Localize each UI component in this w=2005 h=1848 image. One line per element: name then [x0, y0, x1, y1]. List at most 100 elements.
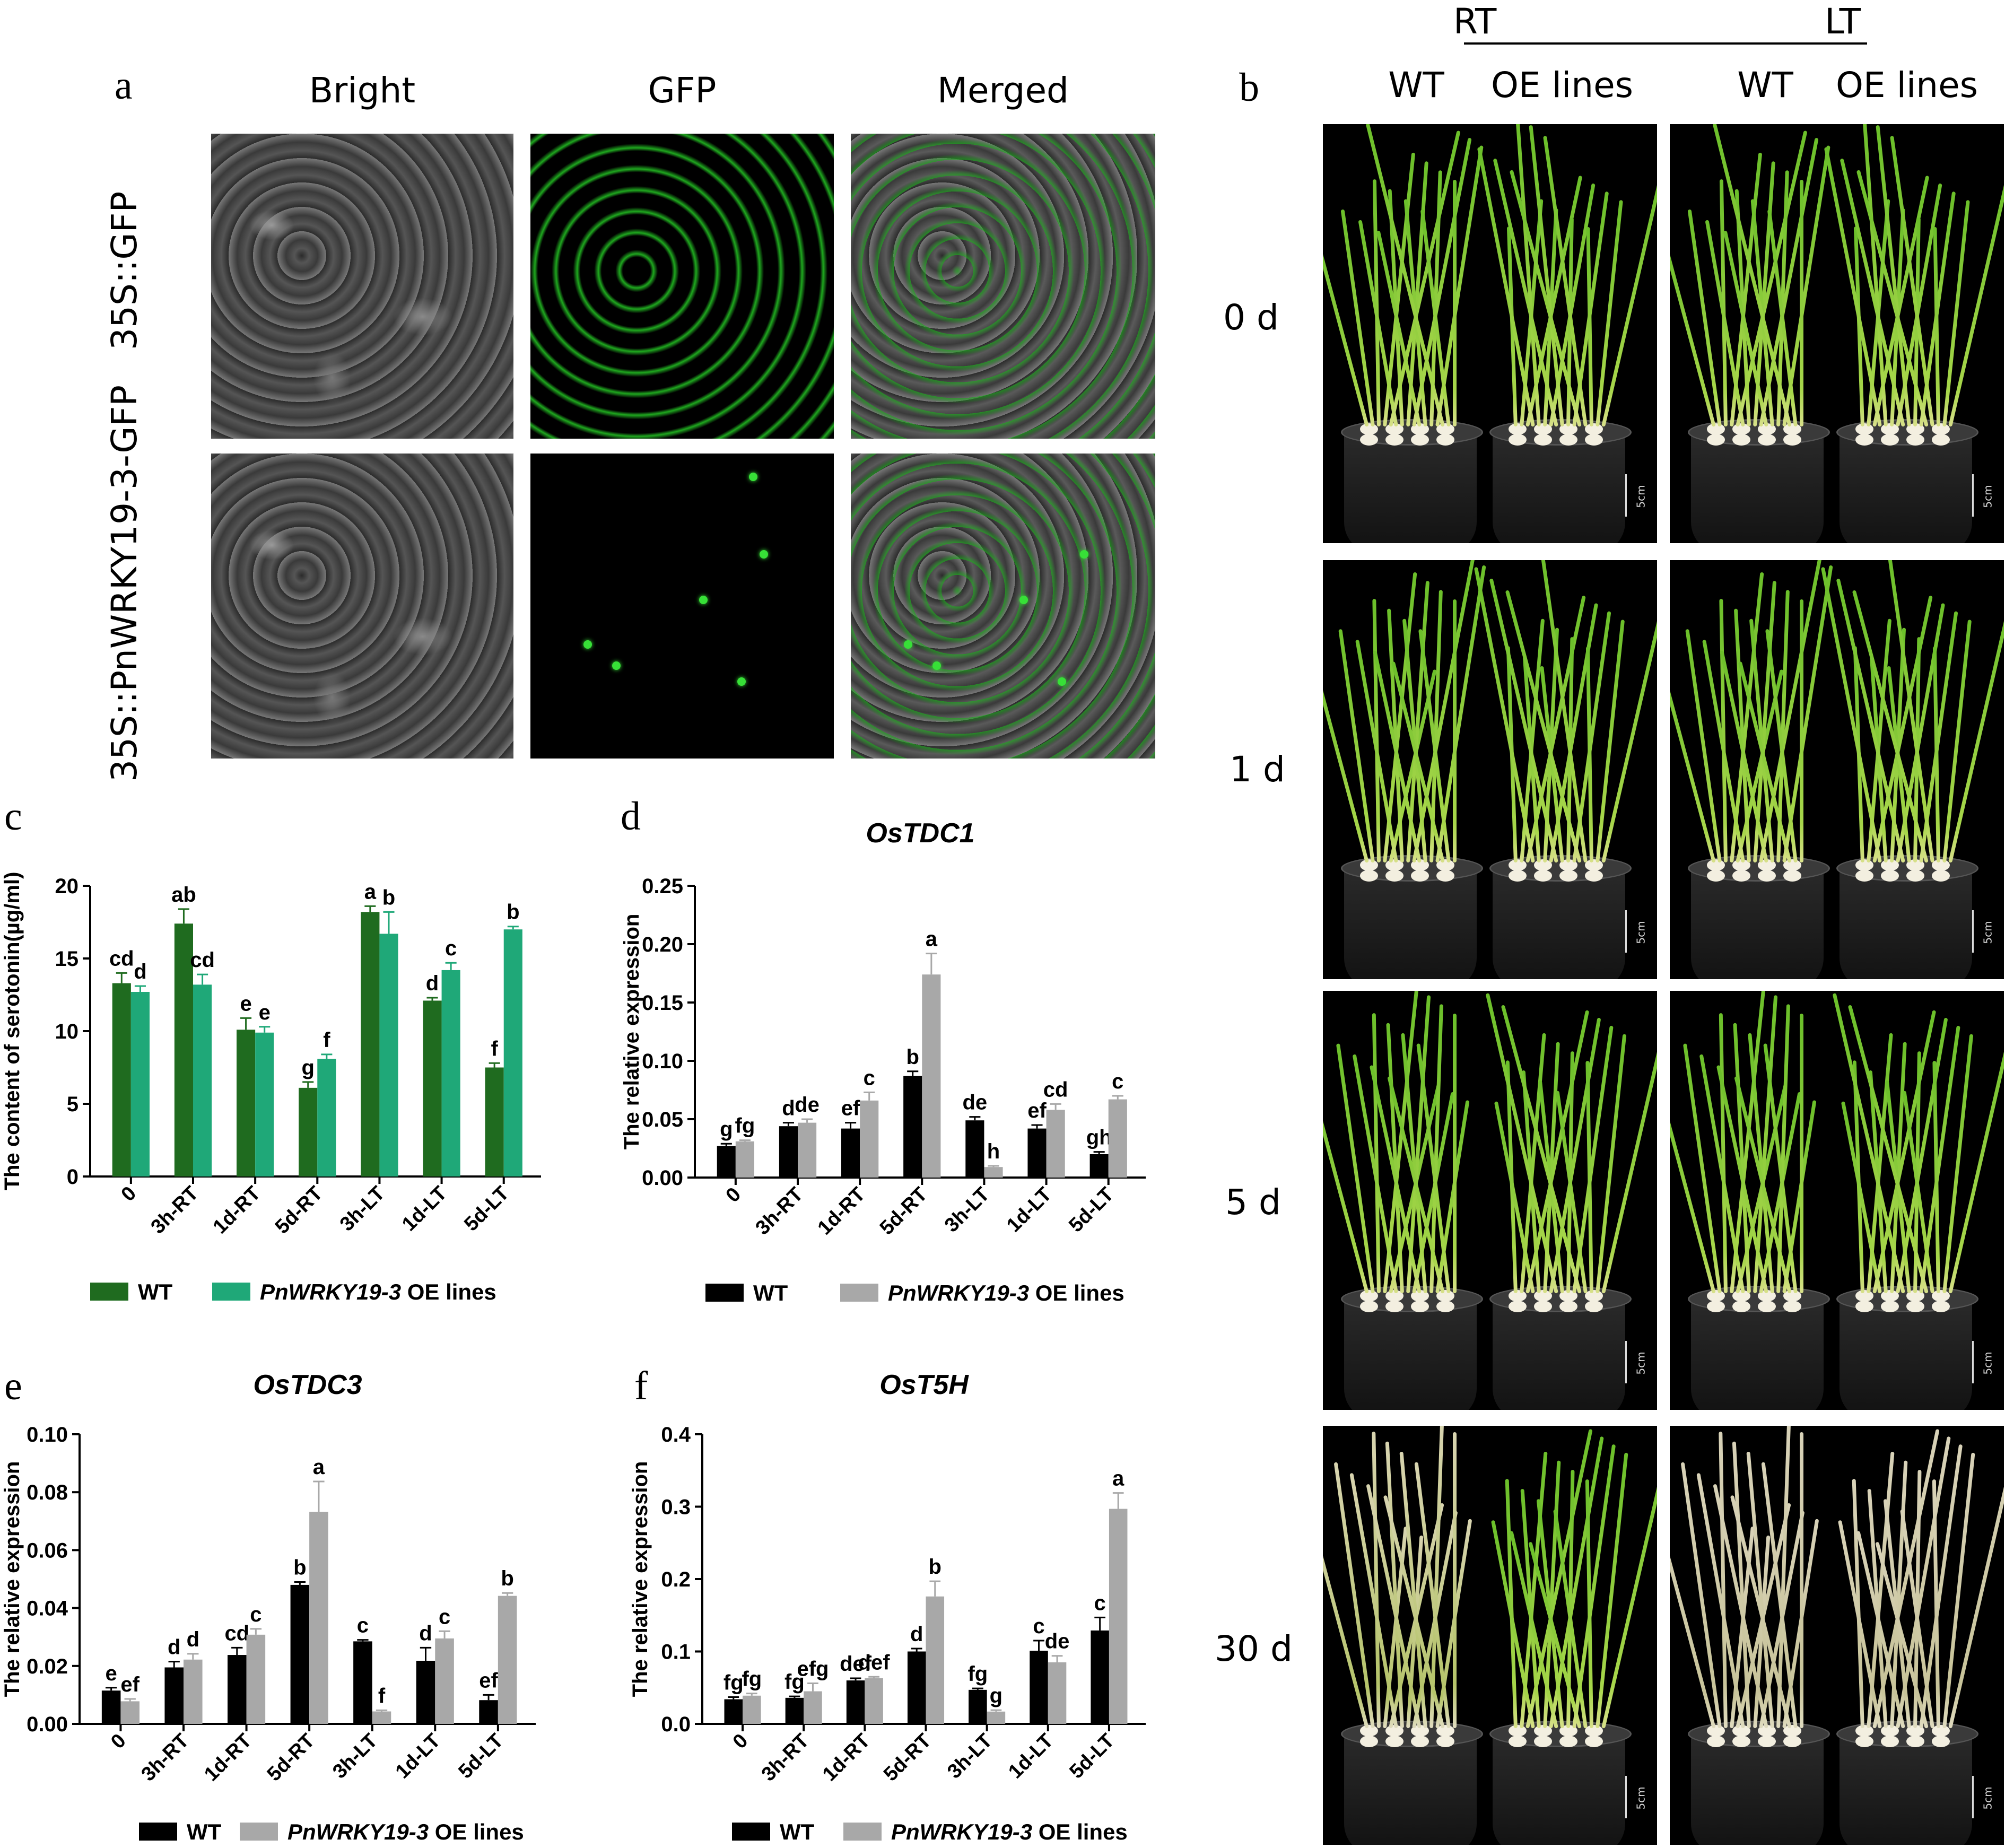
significance-letter: ab: [171, 883, 196, 906]
legend-label: PnWRKY19-3 OE lines: [888, 1280, 1124, 1305]
bar: [926, 1596, 945, 1724]
bar: [984, 1167, 1003, 1178]
bar: [865, 1678, 883, 1724]
bar: [228, 1655, 247, 1724]
rice-leaf: [1670, 241, 1716, 427]
x-tick-label: 5d-LT: [1065, 1730, 1119, 1783]
foam-plug: [1411, 434, 1429, 446]
significance-letter: ef: [841, 1097, 860, 1120]
foam-plug: [1585, 859, 1603, 871]
significance-letter: de: [963, 1091, 988, 1114]
bar: [164, 1667, 184, 1724]
bar: [798, 1122, 817, 1178]
foam-plug: [1855, 870, 1873, 882]
foam-plug: [1509, 1290, 1527, 1302]
significance-letter: def: [840, 1652, 872, 1676]
micrograph-merged-35s-gfp: [851, 134, 1155, 439]
scale-bar-label: 5cm: [1634, 921, 1647, 944]
y-tick-label: 0.06: [27, 1539, 68, 1562]
scale-bar: [1625, 474, 1627, 517]
legend-label: WT: [187, 1819, 222, 1844]
significance-letter: e: [106, 1662, 117, 1685]
foam-plug: [1509, 870, 1527, 882]
group-header-rt: RT: [1453, 1, 1497, 42]
x-tick-label: 1d-RT: [200, 1730, 256, 1786]
x-tick-label: 3h-RT: [137, 1730, 194, 1786]
bar: [1091, 1630, 1109, 1724]
plant-photo: 5cm: [1670, 124, 2004, 543]
foam-plug: [1509, 1725, 1527, 1737]
plant-photo: 5cm: [1323, 560, 1657, 979]
significance-letter: e: [259, 1001, 271, 1024]
x-tick-label: 0: [729, 1730, 753, 1754]
foam-plug: [1385, 434, 1404, 446]
bar: [309, 1512, 328, 1724]
y-tick-label: 10: [55, 1020, 79, 1043]
bar: [785, 1697, 804, 1724]
foam-plug: [1534, 434, 1552, 446]
significance-letter: c: [445, 937, 457, 960]
foam-plug: [1783, 434, 1801, 446]
significance-letter: d: [168, 1636, 180, 1659]
panel-f-letter: f: [634, 1364, 648, 1408]
pot: [1344, 432, 1477, 543]
significance-letter: f: [491, 1037, 498, 1060]
bar: [485, 1067, 504, 1176]
rice-leaf: [1800, 1014, 1803, 1293]
scale-bar-label: 5cm: [1981, 485, 1994, 508]
scale-bar-label: 5cm: [1981, 1352, 1994, 1375]
foam-plug: [1360, 870, 1378, 882]
significance-letter: cd: [1043, 1078, 1068, 1101]
gfp-nucleus-dot: [612, 661, 621, 670]
legend-swatch: [240, 1823, 278, 1841]
plant-photo: 5cm: [1323, 1426, 1657, 1845]
y-axis-label: The relative expression: [1, 1461, 24, 1697]
foam-plug: [1585, 1301, 1603, 1312]
pot: [1840, 1733, 1972, 1845]
bar: [423, 1000, 442, 1176]
y-tick-label: 0.20: [642, 933, 683, 956]
x-tick-label: 1d-LT: [391, 1730, 445, 1783]
foam-plug: [1758, 1301, 1776, 1312]
foam-plug: [1783, 1736, 1801, 1747]
col-header-bright: Bright: [309, 70, 416, 111]
x-tick-label: 5d-LT: [1065, 1183, 1118, 1237]
panel-e-letter: e: [4, 1364, 22, 1408]
bar: [237, 1030, 256, 1176]
sub-header-lt-wt: WT: [1737, 65, 1793, 106]
scale-bar: [1625, 1341, 1627, 1383]
row-label-35s-pnwrky19-3-gfp: 35S::PnWRKY19-3-GFP: [104, 385, 145, 782]
micrograph-gfp-35s-gfp: [530, 134, 834, 439]
rice-leaf: [1670, 661, 1716, 863]
foam-plug: [1881, 870, 1899, 882]
foam-plug: [1906, 1301, 1924, 1312]
legend-label: WT: [780, 1819, 815, 1844]
significance-letter: b: [906, 1045, 919, 1069]
rice-leaf: [1323, 241, 1369, 427]
y-tick-label: 0.08: [27, 1481, 68, 1504]
bar: [372, 1711, 391, 1724]
foam-plug: [1707, 1725, 1725, 1737]
foam-plug: [1360, 434, 1378, 446]
bar: [1109, 1509, 1128, 1724]
legend-swatch: [843, 1823, 882, 1841]
bar: [907, 1651, 926, 1724]
foam-plug: [1732, 434, 1750, 446]
scale-bar: [1625, 910, 1627, 953]
gfp-nucleus-dot: [1019, 596, 1028, 604]
bar: [804, 1691, 822, 1724]
significance-letter: e: [240, 992, 251, 1015]
bar: [743, 1695, 761, 1724]
foam-plug: [1732, 1736, 1750, 1747]
y-tick-label: 5: [67, 1093, 79, 1116]
bar: [101, 1690, 121, 1724]
significance-letter: fg: [742, 1668, 762, 1691]
panel-b-letter: b: [1239, 65, 1259, 110]
pot: [1493, 868, 1625, 979]
pot: [1493, 432, 1625, 543]
foam-plug: [1385, 1301, 1404, 1312]
foam-plug: [1707, 859, 1725, 871]
scale-bar: [1972, 1341, 1974, 1383]
foam-plug: [1932, 1301, 1950, 1312]
foam-plug: [1436, 1736, 1454, 1747]
